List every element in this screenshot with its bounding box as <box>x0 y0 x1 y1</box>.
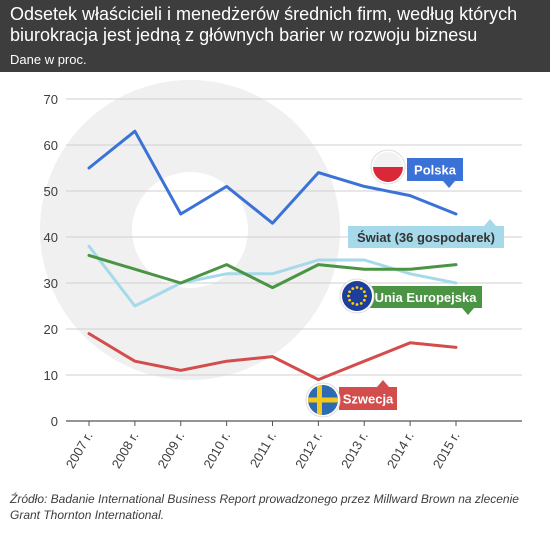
y-tick-label: 0 <box>51 414 58 429</box>
legend-pointer <box>484 219 496 226</box>
legend-label: Szwecja <box>343 392 394 407</box>
legend-callout: Unia Europejska <box>339 278 482 315</box>
y-tick-label: 50 <box>44 184 58 199</box>
series-line <box>87 129 458 225</box>
chart-header: Odsetek właścicieli i menedżerów średnic… <box>0 0 550 72</box>
series-line <box>87 332 458 382</box>
x-tick-label: 2013 r. <box>338 429 371 471</box>
x-tick-label: 2012 r. <box>292 429 325 471</box>
legend-box <box>339 387 397 410</box>
watermark-logo <box>40 80 340 380</box>
x-tick-label: 2008 r. <box>109 429 142 471</box>
x-tick-label: 2009 r. <box>154 429 187 471</box>
legend-callout: Polska <box>370 149 463 188</box>
y-tick-label: 70 <box>44 92 58 107</box>
legend-label: Polska <box>414 163 457 178</box>
chart-title: Odsetek właścicieli i menedżerów średnic… <box>10 4 518 45</box>
legend-box <box>348 226 504 248</box>
legend-pointer <box>462 308 474 315</box>
series-line <box>87 253 458 290</box>
legend-pointer <box>443 181 455 188</box>
legend-label: Unia Europejska <box>375 290 478 305</box>
x-tick-label: 2007 r. <box>63 429 96 471</box>
legend-pointer <box>377 380 389 387</box>
legend-box <box>407 158 463 181</box>
source-note: Źródło: Badanie International Business R… <box>10 492 519 522</box>
y-tick-label: 60 <box>44 138 58 153</box>
y-tick-label: 30 <box>44 276 58 291</box>
line-chart: 0 10 20 30 40 50 60 70 2007 r. 2008 r. 2009 r. 201… <box>40 80 522 471</box>
legend-callout: Świat (36 gospodarek) <box>348 219 504 248</box>
x-tick-label: 2015 r. <box>430 429 463 471</box>
eu-flag-icon <box>339 278 375 314</box>
x-tick-label: 2014 r. <box>384 429 417 471</box>
y-tick-label: 40 <box>44 230 58 245</box>
poland-flag-icon <box>370 149 406 185</box>
y-tick-label: 10 <box>44 368 58 383</box>
x-tick-label: 2010 r. <box>200 429 233 471</box>
x-tick-label: 2011 r. <box>247 429 279 470</box>
y-tick-label: 20 <box>44 322 58 337</box>
sweden-flag-icon <box>305 382 341 418</box>
legend-label: Świat (36 gospodarek) <box>357 230 495 245</box>
chart-subtitle: Dane w proc. <box>10 52 87 67</box>
legend-callout: Szwecja <box>305 380 397 418</box>
legend-box <box>369 286 482 308</box>
